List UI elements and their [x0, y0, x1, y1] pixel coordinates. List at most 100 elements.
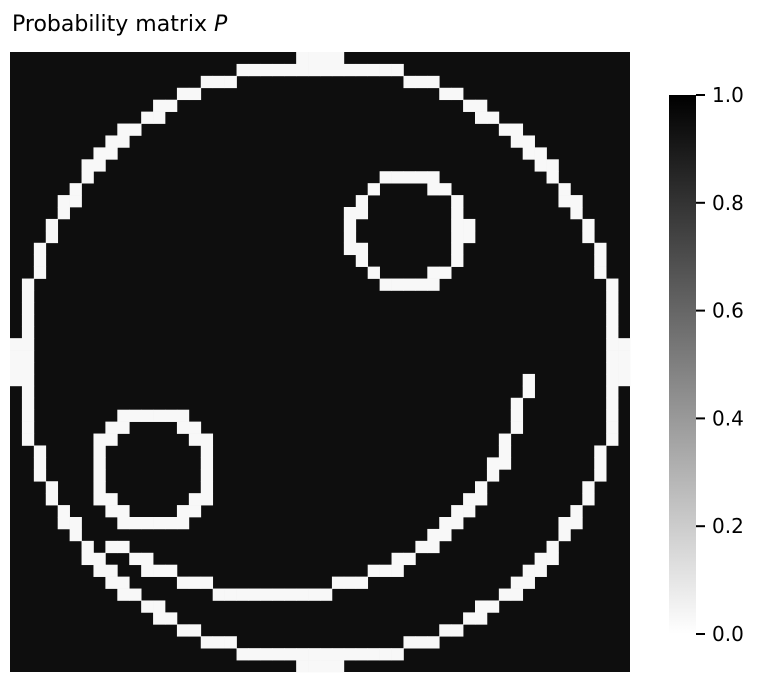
- heatmap: [10, 52, 631, 673]
- heatmap-cell: [546, 171, 559, 184]
- heatmap-cell: [105, 576, 118, 589]
- heatmap-cell: [93, 564, 106, 577]
- heatmap-cell: [451, 207, 464, 220]
- heatmap-cell: [367, 648, 380, 661]
- heatmap-cell: [224, 588, 237, 601]
- heatmap-cell: [320, 588, 333, 601]
- heatmap-cell: [236, 648, 249, 661]
- heatmap-cell: [510, 123, 524, 136]
- heatmap-cell: [248, 648, 261, 661]
- heatmap-cell: [534, 564, 547, 577]
- heatmap-cell: [451, 242, 464, 256]
- heatmap-cell: [21, 350, 35, 363]
- heatmap-cell: [582, 230, 595, 244]
- heatmap-cell: [439, 87, 452, 101]
- heatmap-cell: [69, 517, 82, 530]
- heatmap-cell: [45, 230, 59, 244]
- heatmap-cell: [379, 648, 392, 661]
- heatmap-cell: [594, 254, 607, 267]
- heatmap-cell: [475, 481, 488, 494]
- heatmap-cell: [367, 63, 380, 77]
- heatmap-cell: [200, 433, 214, 446]
- heatmap-cell: [355, 63, 369, 77]
- heatmap-cell: [188, 505, 202, 518]
- heatmap-cell: [618, 338, 631, 351]
- heatmap-cell: [463, 493, 476, 506]
- heatmap-cell: [463, 612, 476, 625]
- heatmap-cell: [212, 588, 225, 601]
- heatmap-cell: [415, 540, 428, 554]
- heatmap-cell: [105, 433, 118, 446]
- heatmap-cell: [33, 266, 47, 279]
- heatmap-cell: [379, 171, 392, 184]
- heatmap-cell: [367, 564, 380, 577]
- heatmap-cell: [105, 147, 118, 160]
- heatmap-cell: [272, 588, 285, 601]
- heatmap-cell: [498, 457, 512, 470]
- heatmap-cell: [272, 648, 285, 661]
- heatmap-cell: [308, 52, 321, 65]
- heatmap-cell: [212, 636, 225, 649]
- heatmap-cell: [93, 159, 106, 172]
- heatmap-cell: [343, 576, 357, 589]
- heatmap-cell: [117, 421, 130, 434]
- heatmap-cell: [153, 111, 166, 124]
- heatmap-cell: [105, 493, 118, 506]
- heatmap-cell: [93, 147, 106, 160]
- heatmap-cell: [355, 207, 369, 220]
- heatmap-cell: [498, 123, 512, 136]
- heatmap-cell: [21, 326, 35, 339]
- chart-title: Probability matrix P: [12, 12, 228, 37]
- colorbar-tick-label: 1.0: [712, 83, 744, 107]
- heatmap-cell: [176, 624, 190, 637]
- heatmap-cell: [439, 266, 452, 279]
- heatmap-cell: [510, 135, 524, 148]
- heatmap-cell: [558, 195, 571, 208]
- heatmap-cell: [153, 517, 166, 530]
- heatmap-cell: [129, 517, 142, 530]
- heatmap-cell: [522, 373, 535, 387]
- heatmap-cell: [165, 612, 178, 625]
- heatmap-cell: [355, 576, 369, 589]
- heatmap-cell: [463, 505, 476, 518]
- heatmap-cell: [570, 505, 583, 518]
- colorbar-tick-label: 0.8: [712, 191, 744, 215]
- heatmap-cell: [105, 135, 118, 148]
- heatmap-cell: [451, 195, 464, 208]
- heatmap-cell: [10, 362, 23, 375]
- heatmap-cell: [296, 63, 309, 77]
- heatmap-cell: [81, 552, 94, 566]
- heatmap-cell: [475, 612, 488, 625]
- heatmap-cell: [93, 445, 106, 458]
- heatmap-cell: [391, 564, 404, 577]
- heatmap-cell: [570, 207, 583, 220]
- heatmap-cell: [248, 63, 261, 77]
- heatmap-cell: [606, 302, 619, 315]
- heatmap-cell: [498, 588, 512, 601]
- heatmap-cell: [331, 648, 345, 661]
- colorbar-tick-label: 0.4: [712, 406, 744, 430]
- heatmap-cell: [331, 576, 345, 589]
- heatmap-cell: [534, 159, 547, 172]
- heatmap-cell: [522, 564, 535, 577]
- heatmap-cell: [21, 397, 35, 411]
- heatmap-cell: [57, 505, 70, 518]
- heatmap-cell: [606, 350, 619, 363]
- heatmap-cell: [176, 517, 190, 530]
- heatmap-cell: [427, 540, 440, 554]
- heatmap-cell: [367, 183, 380, 196]
- heatmap-cell: [415, 171, 428, 184]
- heatmap-cell: [498, 433, 512, 446]
- heatmap-cell: [355, 195, 369, 208]
- heatmap-cell: [33, 254, 47, 267]
- heatmap-cell: [451, 505, 464, 518]
- heatmap-cell: [165, 517, 178, 530]
- heatmap-cell: [153, 600, 166, 613]
- heatmap-cell: [57, 517, 70, 530]
- heatmap-cell: [260, 63, 273, 77]
- heatmap-cell: [200, 457, 214, 470]
- heatmap-cell: [69, 183, 82, 196]
- heatmap-cell: [141, 552, 154, 566]
- heatmap-cell: [510, 588, 524, 601]
- heatmap-cell: [117, 409, 130, 422]
